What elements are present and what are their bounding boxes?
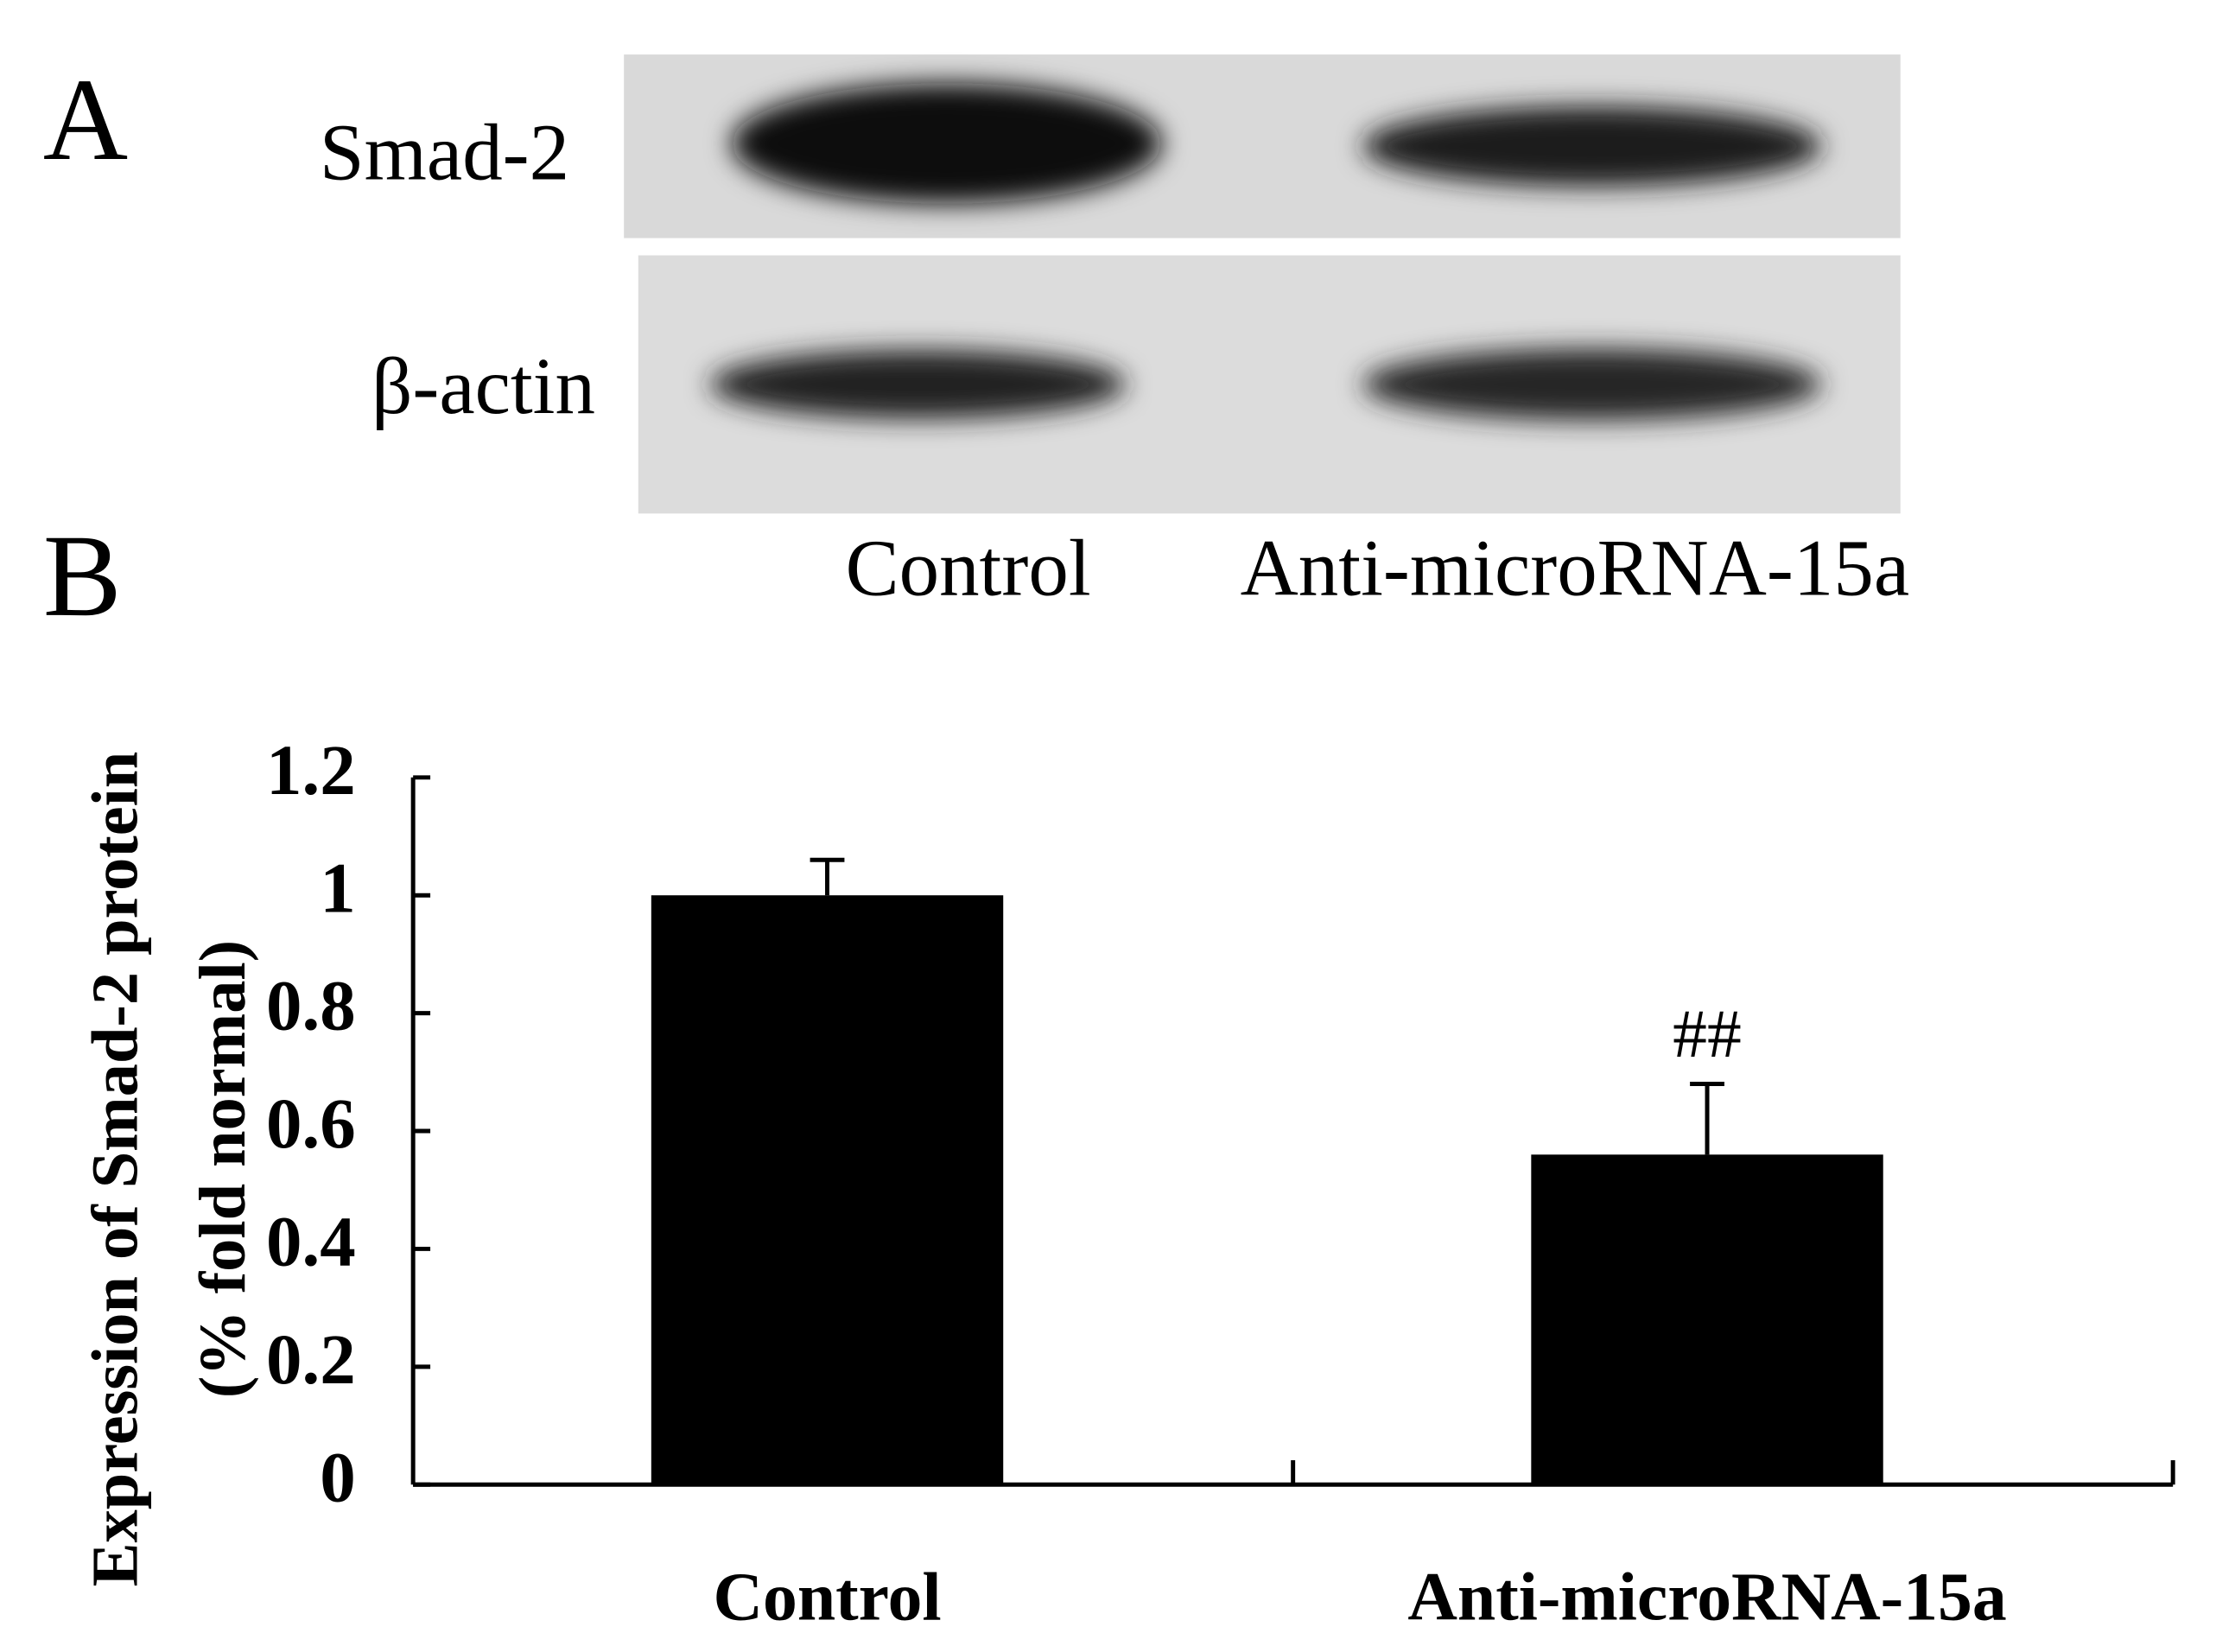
band: [1362, 105, 1822, 187]
x-tick-label: Control: [713, 1559, 941, 1635]
band: [1362, 348, 1822, 421]
y-axis-title-line: (% fold normal): [186, 940, 259, 1398]
band: [709, 350, 1127, 419]
y-tick-label: 0.6: [266, 1083, 356, 1163]
blot-image: [624, 54, 1901, 514]
band: [731, 83, 1162, 204]
y-tick-label: 0: [320, 1437, 356, 1516]
bar: [651, 895, 1004, 1485]
y-tick-label: 1: [320, 848, 356, 927]
blot-row-label: β-actin: [371, 342, 595, 431]
y-tick-label: 0.4: [266, 1201, 356, 1280]
panel-label: B: [43, 511, 122, 641]
y-tick-label: 0.2: [266, 1319, 356, 1399]
y-axis-title: Expression of Smad-2 protein (% fold nor…: [79, 752, 260, 1587]
y-axis-title-line: Expression of Smad-2 protein: [79, 752, 152, 1587]
bar: [1531, 1154, 1883, 1485]
significance-label: ##: [1673, 996, 1742, 1072]
x-tick-label: Anti-microRNA-15a: [1407, 1559, 2006, 1635]
y-tick-label: 1.2: [266, 730, 356, 810]
y-tick-label: 0.8: [266, 966, 356, 1045]
blot-lane-label: Anti-microRNA-15a: [1241, 524, 1909, 613]
blot-row-label: Smad-2: [320, 108, 569, 197]
panel-label: A: [43, 55, 128, 185]
blot-lane-label: Control: [846, 524, 1091, 613]
